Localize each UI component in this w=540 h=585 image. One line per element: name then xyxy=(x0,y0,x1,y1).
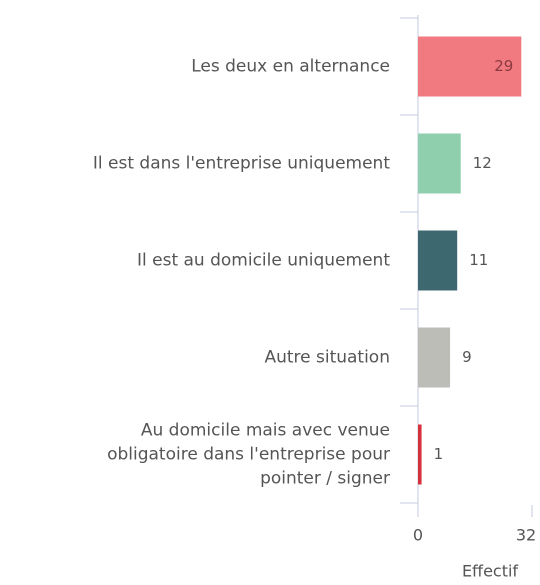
value-label: 12 xyxy=(473,154,492,172)
category-label: Autre situation xyxy=(264,348,390,368)
bar xyxy=(418,424,422,485)
bar xyxy=(418,327,451,388)
value-label: 29 xyxy=(494,57,513,75)
x-tick-label: 32 xyxy=(516,526,536,545)
category-label: Il est dans l'entreprise uniquement xyxy=(93,154,390,174)
category-label: Au domicile mais avec venue obligatoire d… xyxy=(107,421,390,489)
value-label: 1 xyxy=(434,445,444,463)
category-label: Les deux en alternance xyxy=(191,57,390,77)
x-tick-label: 0 xyxy=(413,526,423,545)
value-label: 11 xyxy=(469,251,488,269)
value-label: 9 xyxy=(462,348,472,366)
bar xyxy=(418,230,458,291)
x-axis-label: Effectif xyxy=(462,562,518,581)
bar xyxy=(418,133,461,194)
category-label: Il est au domicile uniquement xyxy=(137,251,390,271)
bar xyxy=(418,36,522,97)
